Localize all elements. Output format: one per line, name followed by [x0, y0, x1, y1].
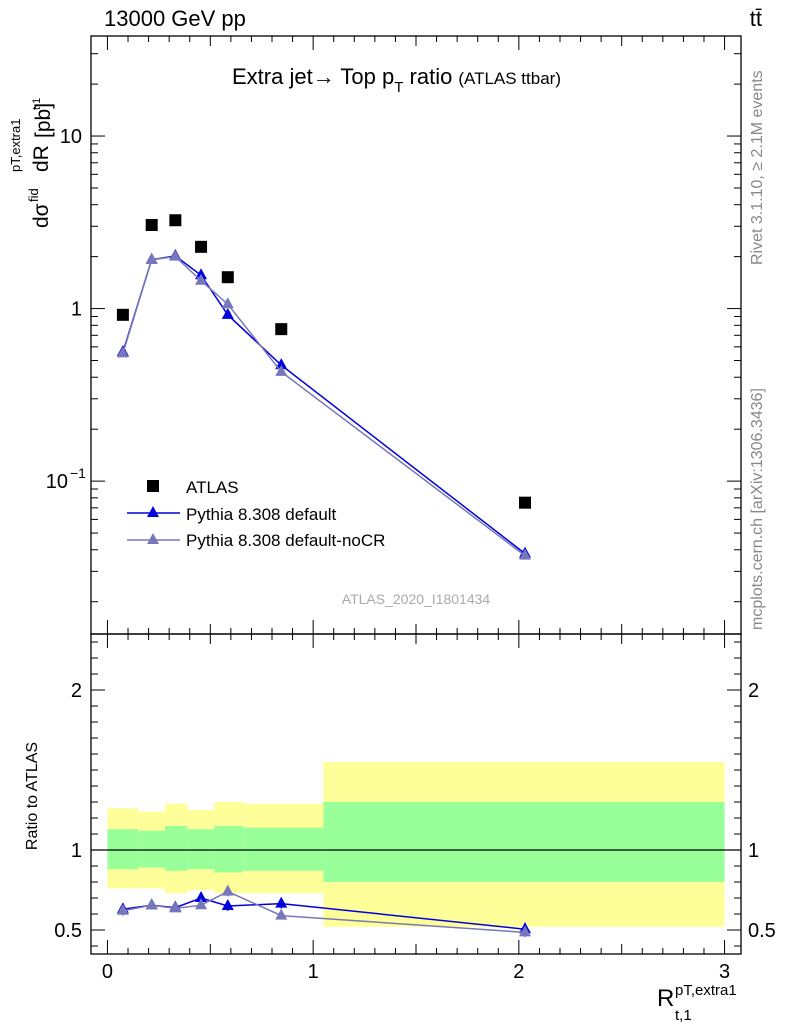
ratio-point-1 — [145, 898, 158, 910]
main-series-group — [116, 214, 532, 560]
ratio-point-1 — [275, 908, 288, 920]
ratio-uncertainty-bands — [107, 762, 725, 927]
legend: ATLAS Pythia 8.308 default Pythia 8.308 … — [127, 478, 385, 550]
ratio-x-tick-label: 2 — [513, 961, 524, 983]
x-axis-label: R pT,extra1 t,1 — [657, 982, 737, 1024]
svg-text:[pb]: [pb] — [32, 103, 55, 138]
svg-text:fid: fid — [26, 188, 41, 202]
svg-text:pT,extra1: pT,extra1 — [8, 119, 23, 172]
main-y-tick-label: 10 — [46, 471, 68, 493]
svg-text:pT,extra1: pT,extra1 — [675, 982, 737, 999]
ratio-band-green — [243, 827, 324, 871]
ratio-axis-ticks: 0.5 0.5 1 1 2 2 0 1 2 3 — [54, 634, 776, 983]
ratio-y-tick-label: 2 — [71, 680, 82, 702]
legend-marker-nocr — [147, 533, 159, 544]
legend-label-atlas: ATLAS — [186, 478, 239, 497]
main-y-tick-label: 1 — [71, 299, 82, 321]
main-point-2 — [145, 252, 158, 264]
mcplots-label: mcplots.cern.ch [arXiv:1306.3436] — [749, 388, 766, 630]
svg-text:t,1: t,1 — [675, 1007, 692, 1024]
ratio-y-tick-label: 1 — [71, 840, 82, 862]
main-point-atlas — [116, 308, 129, 321]
legend-marker-default — [147, 506, 159, 517]
main-point-atlas — [169, 214, 182, 227]
main-point-2 — [519, 548, 532, 560]
ratio-band-green — [214, 826, 244, 873]
main-title: Extra jet→ Top pT ratio (ATLAS ttbar) — [232, 64, 561, 96]
ratio-band-green — [138, 830, 166, 868]
ratio-point-1 — [221, 884, 234, 896]
main-point-2 — [116, 346, 129, 358]
ratio-x-tick-label: 0 — [102, 961, 113, 983]
ratio-point-0 — [275, 896, 288, 908]
legend-marker-atlas — [147, 480, 159, 492]
svg-text:R: R — [657, 985, 674, 1012]
ratio-band-green — [107, 829, 139, 870]
analysis-id: ATLAS_2020_I1801434 — [342, 591, 491, 607]
ratio-point-1 — [169, 901, 182, 913]
main-y-axis-subscript: t,1 — [31, 98, 43, 110]
main-y-tick-label: 10 — [60, 126, 82, 148]
legend-label-nocr: Pythia 8.308 default-noCR — [186, 531, 385, 550]
svg-text:dR: dR — [30, 145, 53, 172]
ratio-y-tick-label-right: 1 — [748, 840, 759, 862]
ratio-point-1 — [519, 925, 532, 937]
main-point-atlas — [195, 240, 208, 253]
svg-text:dσ: dσ — [30, 203, 53, 228]
ratio-y-tick-label-right: 0.5 — [748, 920, 776, 942]
ratio-x-tick-label: 3 — [719, 961, 730, 983]
ratio-y-tick-label: 0.5 — [54, 920, 82, 942]
ratio-point-1 — [116, 903, 129, 915]
ratio-y-axis-label: Ratio to ATLAS — [24, 742, 41, 850]
main-y-axis-denominator: dR pT,extra1 — [8, 119, 53, 172]
main-point-1 — [221, 307, 234, 319]
legend-label-default: Pythia 8.308 default — [186, 505, 337, 524]
ratio-point-0 — [221, 899, 234, 910]
main-point-atlas — [275, 323, 288, 336]
process-label: tt̄ — [750, 6, 762, 31]
main-point-2 — [169, 249, 182, 261]
ratio-series-group — [116, 884, 532, 938]
ratio-point-1 — [195, 898, 208, 910]
main-point-atlas — [221, 271, 234, 284]
ratio-band-green — [165, 826, 188, 871]
ratio-point-0 — [195, 891, 208, 902]
ratio-band-green — [323, 802, 725, 882]
main-y-tick-exponent: −1 — [70, 465, 86, 481]
ratio-y-tick-label-right: 2 — [748, 680, 759, 702]
main-point-1 — [275, 358, 288, 370]
energy-label: 13000 GeV pp — [104, 6, 246, 31]
main-point-2 — [221, 297, 234, 309]
main-point-atlas — [519, 496, 532, 509]
rivet-label: Rivet 3.1.10, ≥ 2.1M events — [749, 70, 766, 265]
main-point-2 — [195, 273, 208, 285]
main-point-atlas — [145, 219, 158, 232]
ratio-band-green — [187, 829, 215, 870]
main-y-axis-label: dσ fid [pb] — [26, 103, 55, 228]
main-point-2 — [275, 364, 288, 376]
ratio-x-tick-label: 1 — [308, 961, 319, 983]
